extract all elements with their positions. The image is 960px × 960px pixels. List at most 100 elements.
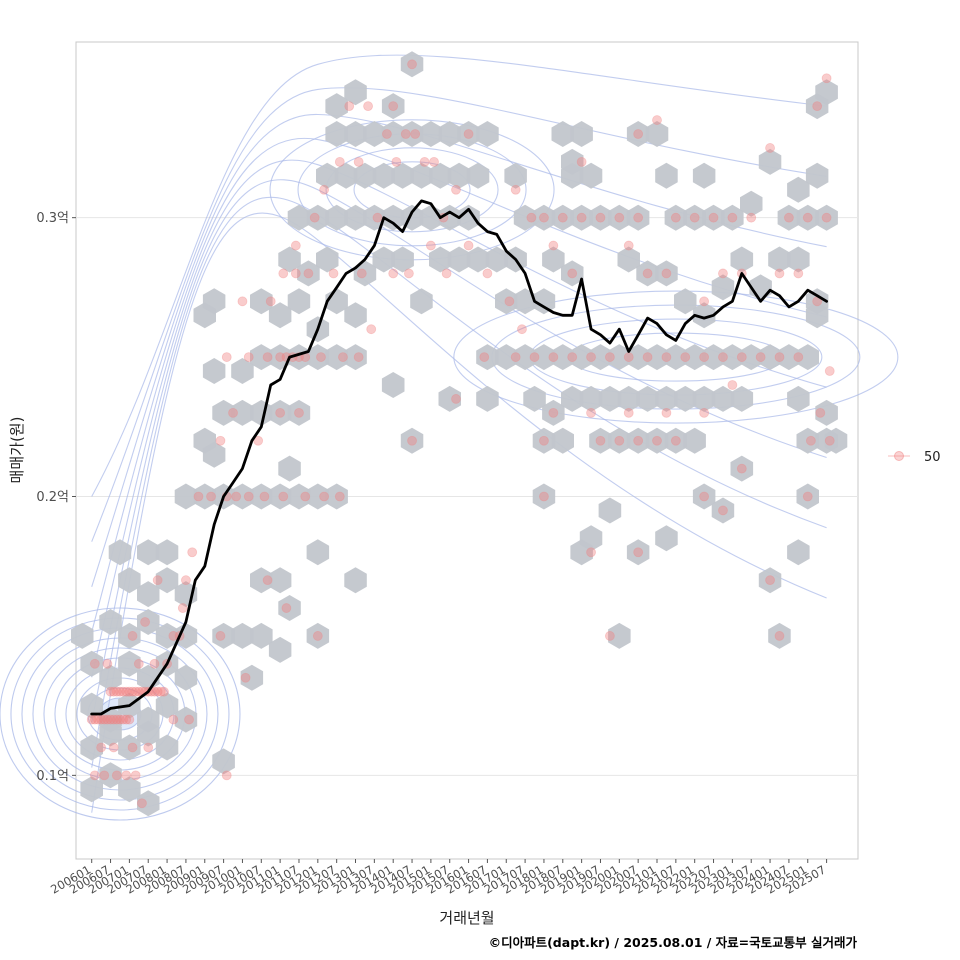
data-point bbox=[586, 547, 596, 558]
hexbin-cell bbox=[532, 288, 556, 315]
hexbin-cell bbox=[325, 483, 348, 510]
data-point bbox=[623, 407, 634, 418]
hexbin-cell bbox=[674, 288, 697, 315]
data-point bbox=[168, 714, 179, 725]
hexbin-cell bbox=[137, 790, 160, 817]
hexbin-cell bbox=[532, 204, 556, 231]
data-point bbox=[765, 143, 775, 153]
data-point bbox=[319, 184, 330, 195]
data-point bbox=[407, 59, 417, 70]
trend-line bbox=[90, 199, 828, 716]
hexbin-cell bbox=[316, 162, 339, 189]
hexbin-cell bbox=[250, 483, 273, 510]
hexbin-cell bbox=[381, 121, 405, 147]
data-point bbox=[363, 101, 373, 112]
hexbin-cell bbox=[268, 399, 292, 426]
hexbin-cell bbox=[155, 622, 179, 649]
data-point bbox=[89, 658, 100, 669]
data-point bbox=[680, 352, 691, 362]
hexbin-cell bbox=[532, 427, 556, 454]
hexbin-cell bbox=[155, 567, 179, 594]
y-axis-ticks: 0.1억 0.2억 0.3억 bbox=[36, 211, 76, 784]
plot-panel bbox=[75, 41, 859, 860]
hexbin-cell bbox=[344, 204, 367, 231]
data-point bbox=[774, 631, 785, 641]
hexbin-cell bbox=[645, 121, 669, 147]
data-point bbox=[642, 268, 653, 279]
data-point bbox=[221, 352, 232, 362]
hexbin-cell bbox=[278, 246, 301, 273]
data-point bbox=[105, 714, 116, 725]
hexbin-cell bbox=[711, 274, 735, 301]
hexbin-cell bbox=[429, 162, 452, 189]
data-point bbox=[727, 380, 738, 390]
hexbin-cell bbox=[551, 427, 574, 454]
hexbin-cell bbox=[306, 622, 330, 649]
hexbin-cell bbox=[645, 427, 669, 454]
data-point bbox=[718, 268, 728, 279]
hexbin-cell bbox=[334, 162, 358, 189]
hexbin-cell bbox=[551, 344, 574, 371]
data-point bbox=[539, 491, 549, 502]
hexbin-cell bbox=[193, 483, 216, 510]
hexbin-cell bbox=[796, 344, 819, 371]
hexbin-cell bbox=[561, 260, 584, 287]
hexbin-cell bbox=[636, 385, 659, 412]
data-point bbox=[253, 435, 264, 446]
hexbin-cell bbox=[137, 581, 160, 608]
hexbin-cell bbox=[598, 385, 622, 412]
hexbin-cell bbox=[476, 385, 499, 412]
data-point bbox=[815, 407, 826, 418]
data-point bbox=[338, 352, 348, 362]
hexbin-cell bbox=[381, 372, 405, 398]
hexbin-cell bbox=[202, 288, 226, 315]
data-point bbox=[344, 101, 355, 112]
hexbin-cell bbox=[137, 539, 160, 566]
contour-line bbox=[91, 159, 827, 678]
contour-line bbox=[91, 113, 827, 588]
data-point bbox=[137, 798, 147, 809]
hexbin-cell bbox=[805, 162, 829, 189]
hexbin-cell bbox=[608, 344, 631, 371]
hexbin-cell bbox=[231, 399, 254, 426]
hexbin-cell bbox=[268, 636, 292, 663]
data-point bbox=[127, 742, 138, 753]
data-point bbox=[221, 770, 232, 781]
data-point bbox=[824, 366, 835, 376]
hexbin-cell bbox=[137, 706, 160, 733]
data-point bbox=[400, 129, 411, 139]
hexbin-cell bbox=[155, 734, 179, 761]
data-point bbox=[633, 435, 644, 446]
data-point bbox=[595, 212, 606, 223]
hexbin-cell bbox=[758, 344, 782, 371]
data-point bbox=[727, 212, 738, 223]
data-point bbox=[319, 491, 330, 502]
hexbin-cell bbox=[391, 162, 414, 189]
contour-ring bbox=[453, 290, 899, 424]
hexbin-cell bbox=[626, 427, 650, 454]
hexbin-cell bbox=[721, 204, 744, 231]
data-point bbox=[805, 435, 816, 446]
data-point bbox=[99, 714, 110, 725]
hexbin-cell bbox=[636, 260, 659, 287]
hexbin-cell bbox=[325, 93, 348, 120]
data-point bbox=[388, 101, 399, 112]
data-point bbox=[108, 686, 119, 697]
data-point bbox=[143, 742, 154, 753]
hexbin-cell bbox=[561, 385, 584, 412]
data-point bbox=[312, 631, 323, 641]
data-point bbox=[539, 212, 549, 223]
data-point bbox=[278, 268, 289, 279]
data-point bbox=[388, 268, 399, 279]
hexbin-cell bbox=[664, 344, 688, 371]
hexbin-cell bbox=[768, 622, 791, 649]
data-point bbox=[118, 686, 129, 697]
data-point bbox=[821, 73, 832, 84]
hexbin-cell bbox=[174, 622, 198, 649]
hexbin-cell bbox=[683, 344, 706, 371]
data-point bbox=[755, 352, 766, 362]
data-point bbox=[746, 212, 757, 223]
data-point bbox=[168, 631, 179, 641]
data-point bbox=[539, 435, 549, 446]
